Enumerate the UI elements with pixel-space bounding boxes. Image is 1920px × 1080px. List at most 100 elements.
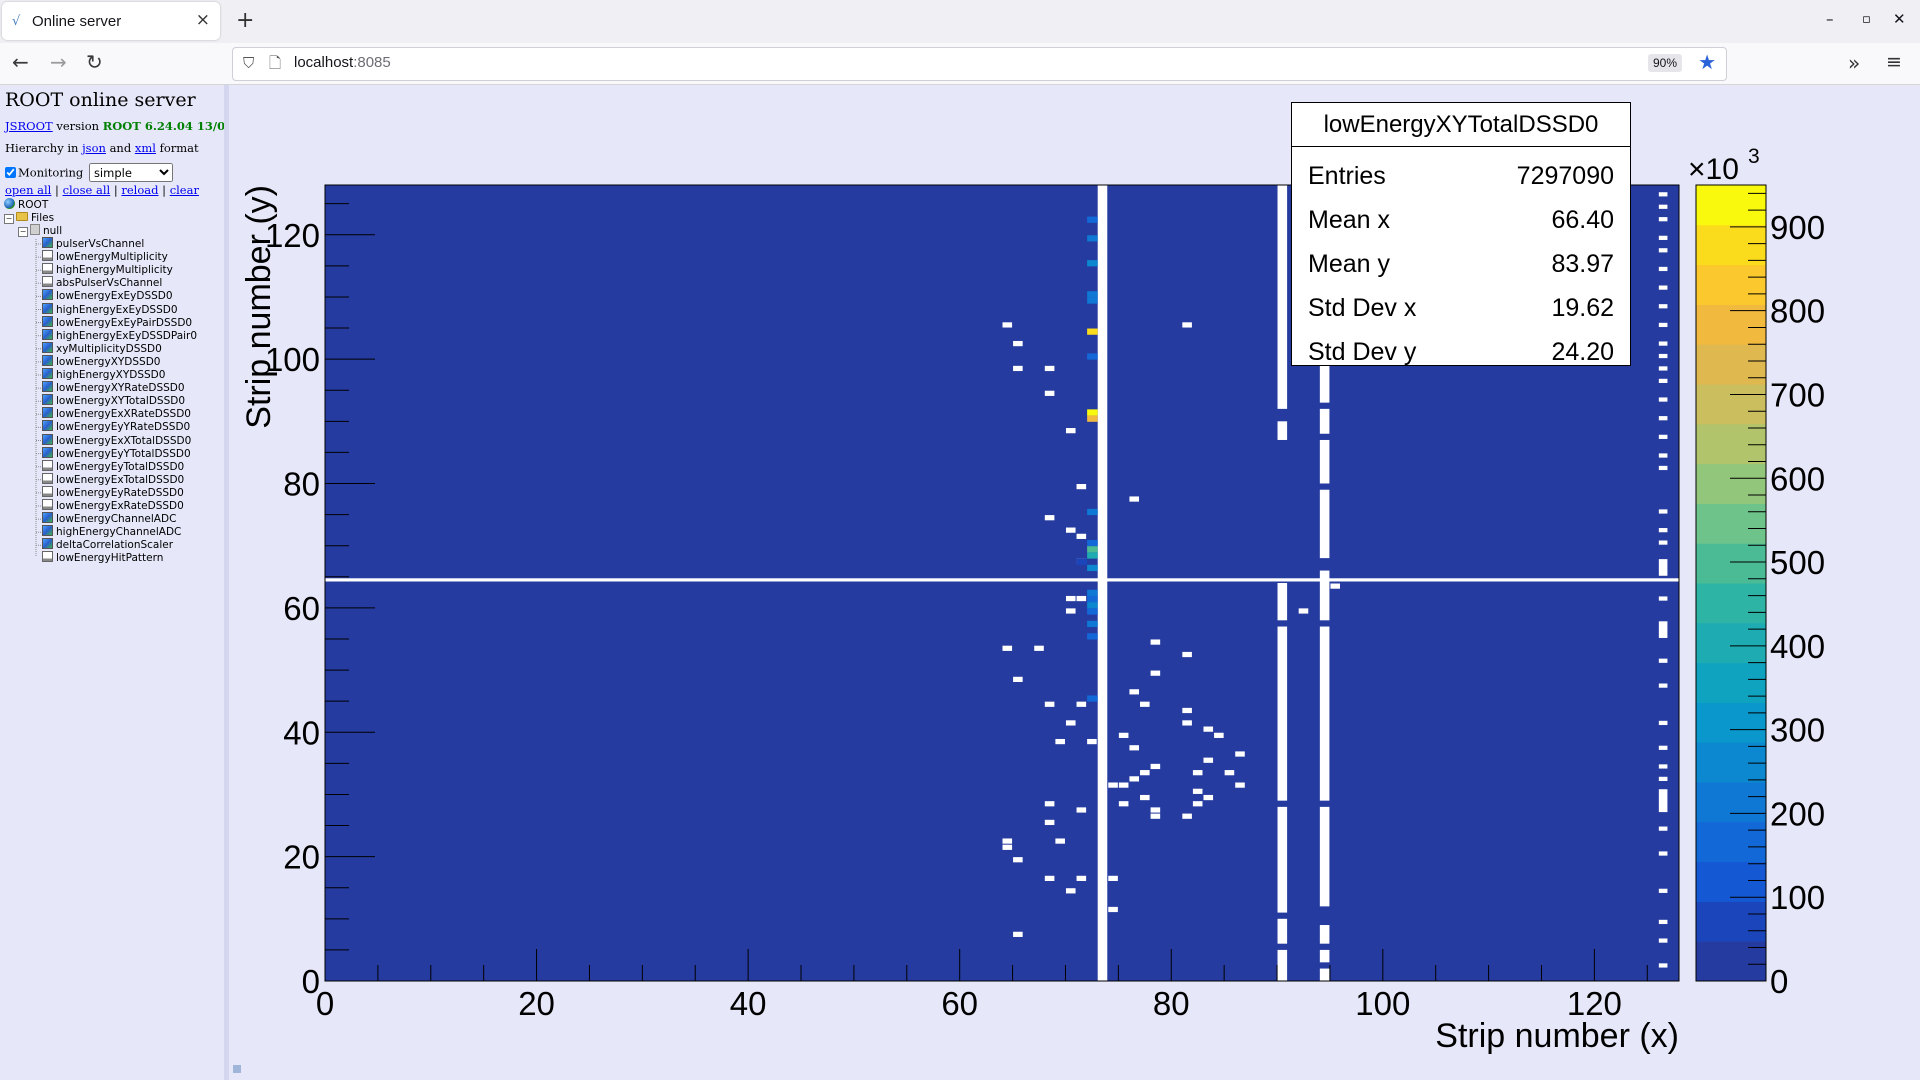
maximize-icon[interactable]: ▫ xyxy=(1862,12,1871,27)
empty-bin-segment xyxy=(1658,217,1668,222)
shield-icon[interactable]: ⛉ xyxy=(243,54,255,72)
tree-item[interactable]: lowEnergyMultiplicity xyxy=(42,249,168,265)
overflow-icon[interactable]: » xyxy=(1848,51,1861,75)
collapse-toggle-icon[interactable]: − xyxy=(4,214,14,224)
y-tick-label: 40 xyxy=(283,714,320,751)
minimize-icon[interactable]: – xyxy=(1826,10,1834,28)
stats-row: Std Dev y 24.20 xyxy=(1308,330,1614,374)
clear-link[interactable]: clear xyxy=(169,183,199,197)
empty-bin xyxy=(1076,875,1087,881)
tree-item-label: highEnergyExEyDSSDPair0 xyxy=(56,329,198,342)
window-close-icon[interactable]: ✕ xyxy=(1893,10,1906,28)
monitoring-select[interactable]: simple xyxy=(88,163,173,182)
browser-tab[interactable]: √ Online server × xyxy=(2,2,220,40)
stats-row: Mean y 83.97 xyxy=(1308,242,1614,286)
tree-node-root[interactable]: ROOT xyxy=(4,197,48,213)
tree-item[interactable]: highEnergyMultiplicity xyxy=(42,262,173,278)
tree-item[interactable]: highEnergyExEyDSSD0 xyxy=(42,302,178,318)
tree-item-label: lowEnergyEyRateDSSD0 xyxy=(56,486,184,499)
collapse-toggle-icon[interactable]: − xyxy=(18,227,28,237)
tree-node-files[interactable]: − Files xyxy=(4,210,54,226)
hot-bin xyxy=(1087,297,1098,304)
monitoring-checkbox[interactable] xyxy=(5,166,16,178)
empty-bin-column xyxy=(1277,949,1288,981)
tab-title: Online server xyxy=(32,13,122,30)
empty-bin xyxy=(1150,763,1161,770)
tree-item[interactable]: lowEnergyEyTotalDSSD0 xyxy=(42,459,184,475)
tree-item[interactable]: highEnergyExEyDSSDPair0 xyxy=(42,328,197,344)
empty-bin-segment xyxy=(1658,683,1668,688)
tree-item[interactable]: deltaCorrelationScaler xyxy=(42,537,173,553)
stats-box[interactable]: lowEnergyXYTotalDSSD0 Entries 7297090 Mean… xyxy=(1291,102,1631,366)
empty-bin xyxy=(1192,770,1203,776)
tree-item[interactable]: lowEnergyChannelADC xyxy=(42,511,176,527)
close-all-link[interactable]: close all xyxy=(62,183,111,197)
empty-bin xyxy=(1150,639,1161,645)
tree-item[interactable]: lowEnergyHitPattern xyxy=(42,550,163,566)
reload-link[interactable]: reload xyxy=(121,183,159,197)
tree-item[interactable]: lowEnergyXYTotalDSSD0 xyxy=(42,393,185,409)
empty-bin xyxy=(1224,770,1235,776)
empty-bin xyxy=(1182,651,1192,658)
y-tick-label: 20 xyxy=(283,839,320,876)
stats-value: 83.97 xyxy=(1551,250,1614,278)
tree-item[interactable]: lowEnergyExXTotalDSSD0 xyxy=(42,433,191,449)
colorbar-band xyxy=(1696,821,1766,863)
empty-bin-segment xyxy=(1658,776,1668,781)
empty-bin xyxy=(1013,340,1023,347)
zoom-level-badge[interactable]: 90% xyxy=(1647,54,1682,72)
tree-item-label: lowEnergyEyTotalDSSD0 xyxy=(56,460,185,473)
stats-label: Std Dev y xyxy=(1308,338,1417,366)
tree-item-label: lowEnergyExXTotalDSSD0 xyxy=(56,434,192,447)
tree-item[interactable]: lowEnergyExEyDSSD0 xyxy=(42,288,173,304)
open-all-link[interactable]: open all xyxy=(5,183,52,197)
tree-item[interactable]: lowEnergyEyRateDSSD0 xyxy=(42,485,184,501)
tree-item[interactable]: lowEnergyExTotalDSSD0 xyxy=(42,472,184,488)
favicon-icon: √ xyxy=(12,14,21,29)
tree-item[interactable]: xyMultiplicityDSSD0 xyxy=(42,341,162,357)
tree-item[interactable]: lowEnergyEyYTotalDSSD0 xyxy=(42,446,191,462)
tree-item[interactable]: lowEnergyEyYRateDSSD0 xyxy=(42,419,190,435)
histogram-2d-icon xyxy=(42,315,53,327)
json-link[interactable]: json xyxy=(82,141,106,155)
back-icon[interactable]: ← xyxy=(12,50,29,74)
reload-icon[interactable]: ↻ xyxy=(86,50,103,74)
tree-item[interactable]: highEnergyXYDSSD0 xyxy=(42,367,165,383)
histogram-2d-icon xyxy=(42,368,53,379)
tree-item-label: deltaCorrelationScaler xyxy=(56,539,174,552)
jsroot-link[interactable]: JSROOT xyxy=(5,119,53,133)
plus-icon[interactable]: + xyxy=(236,8,255,33)
x-tick-label: 40 xyxy=(730,985,767,1022)
page-icon[interactable]: 🗋 xyxy=(269,54,282,72)
tree-item[interactable]: lowEnergyExXRateDSSD0 xyxy=(42,406,191,422)
panel-splitter[interactable] xyxy=(224,85,229,1080)
tree-item[interactable]: absPulserVsChannel xyxy=(42,275,162,291)
tree-item[interactable]: lowEnergyXYRateDSSD0 xyxy=(42,380,185,396)
tree-node-null[interactable]: − null xyxy=(18,223,62,239)
tree-item[interactable]: pulserVsChannel xyxy=(42,236,144,252)
tree-item[interactable]: lowEnergyXYDSSD0 xyxy=(42,354,160,370)
histogram-1d-icon xyxy=(42,485,53,497)
xml-link[interactable]: xml xyxy=(134,141,156,155)
empty-bin-segment xyxy=(1658,826,1668,831)
close-icon[interactable]: × xyxy=(195,10,210,30)
tree-item[interactable]: lowEnergyExEyPairDSSD0 xyxy=(42,315,192,331)
empty-bin-column xyxy=(1277,583,1288,621)
url-text[interactable]: localhost:8085 xyxy=(294,54,391,71)
resize-handle-icon[interactable] xyxy=(233,1065,241,1073)
hot-bin xyxy=(1087,353,1098,360)
bookmark-star-icon[interactable]: ★ xyxy=(1698,50,1716,74)
empty-bin xyxy=(1076,701,1087,707)
histogram-2d-icon xyxy=(42,538,53,550)
tree-item[interactable]: lowEnergyExRateDSSD0 xyxy=(42,498,184,514)
empty-bin xyxy=(1129,745,1140,751)
menu-icon[interactable]: ≡ xyxy=(1886,51,1902,73)
url-port: :8085 xyxy=(353,54,391,71)
histogram-2d-icon xyxy=(42,237,53,248)
histogram-2d-icon xyxy=(42,394,53,406)
histogram-2d-icon xyxy=(42,446,53,458)
url-bar[interactable]: ⛉ 🗋 localhost:8085 90% ★ xyxy=(232,47,1727,81)
tree-item[interactable]: highEnergyChannelADC xyxy=(42,524,181,540)
forward-icon[interactable]: → xyxy=(50,50,67,74)
